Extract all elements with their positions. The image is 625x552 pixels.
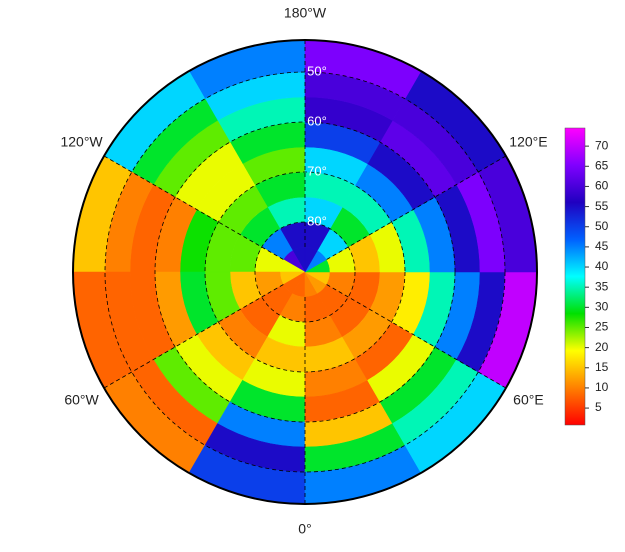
lon-label: 120°W [60, 134, 103, 150]
colorbar-label: 65 [595, 158, 609, 172]
colorbar-label: 40 [595, 259, 609, 273]
colorbar: 5 10 15 20 25 30 35 40 45 50 55 60 65 70 [564, 127, 609, 426]
lat-circle [104, 71, 506, 473]
colorbar-label: 15 [595, 360, 609, 374]
colorbar-label: 30 [595, 300, 609, 314]
colorbar-label: 60 [595, 179, 609, 193]
labels: 50° 60° 70° 80° 180°W 120°W 120°E 60°W 60°E 0° [60, 5, 547, 537]
colorbar-label: 5 [595, 400, 602, 414]
map-border [72, 39, 538, 505]
lat-label: 50° [307, 63, 327, 78]
colorbar-fill [564, 127, 586, 426]
lat-circle [154, 121, 456, 423]
colorbar-label: 55 [595, 199, 609, 213]
lat-label: 60° [307, 113, 327, 128]
graticule [103, 40, 507, 504]
colorbar-label: 25 [595, 320, 609, 334]
lat-label: 70° [307, 163, 327, 178]
colorbar-label: 70 [595, 138, 609, 152]
lon-label: 0° [298, 521, 311, 537]
colorbar-label: 10 [595, 380, 609, 394]
lon-label: 60°E [513, 392, 544, 408]
heatmap [73, 40, 537, 504]
lat-circle [204, 171, 406, 373]
lat-label: 80° [307, 213, 327, 228]
lon-label: 60°W [64, 392, 99, 408]
lon-label: 120°E [509, 134, 547, 150]
colorbar-label: 35 [595, 279, 609, 293]
lon-label: 180°W [284, 5, 327, 21]
colorbar-label: 20 [595, 340, 609, 354]
colorbar-label: 50 [595, 219, 609, 233]
colorbar-label: 45 [595, 239, 609, 253]
